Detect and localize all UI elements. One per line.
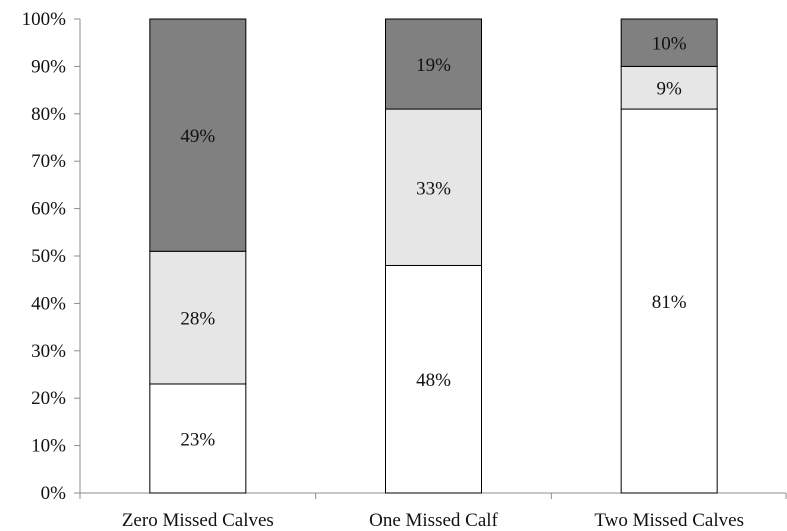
x-category-label: One Missed Calf [369,510,498,531]
bars [149,18,718,494]
y-tick-label: 60% [31,199,66,220]
bar-segment [385,108,482,266]
bar-value-label: 81% [652,292,687,313]
bar-segment [385,264,482,494]
bar-segment [620,65,718,110]
y-tick-label: 30% [31,341,66,362]
y-tick-label: 100% [22,9,67,30]
y-tick-label: 90% [31,56,66,77]
bar-value-label: 48% [416,370,451,391]
y-tick-labels: 0% 10% 20% 30% 40% 50% 60% 70% 80% 90% 100% [22,9,67,504]
bar-value-label: 28% [180,309,215,330]
y-tick-label: 10% [31,436,66,457]
bar-segment [149,250,247,385]
bar-value-label: 23% [180,429,215,450]
bar-segment [149,18,247,252]
bar-segment [620,18,718,67]
y-tick-label: 80% [31,104,66,125]
bar-value-label: 33% [416,178,451,199]
y-tick-label: 20% [31,388,66,409]
bar-segment [149,383,247,494]
bar-value-label: 9% [657,79,683,100]
y-tick-label: 70% [31,151,66,172]
bar-value-label: 49% [180,126,215,147]
category-labels: Zero Missed Calves One Missed Calf Two Mis… [122,510,744,531]
bar-value-label: 10% [652,34,687,55]
bar-segment [385,18,482,110]
data-labels: 23% 28% 49% 48% 33% 19% 81% 9% 10% [180,34,686,451]
y-tick-label: 40% [31,293,66,314]
y-tick-label: 50% [31,246,66,267]
bar-value-label: 19% [416,55,451,76]
x-category-label: Zero Missed Calves [122,510,274,531]
x-category-label: Two Missed Calves [594,510,744,531]
y-tick-label: 0% [41,483,67,504]
